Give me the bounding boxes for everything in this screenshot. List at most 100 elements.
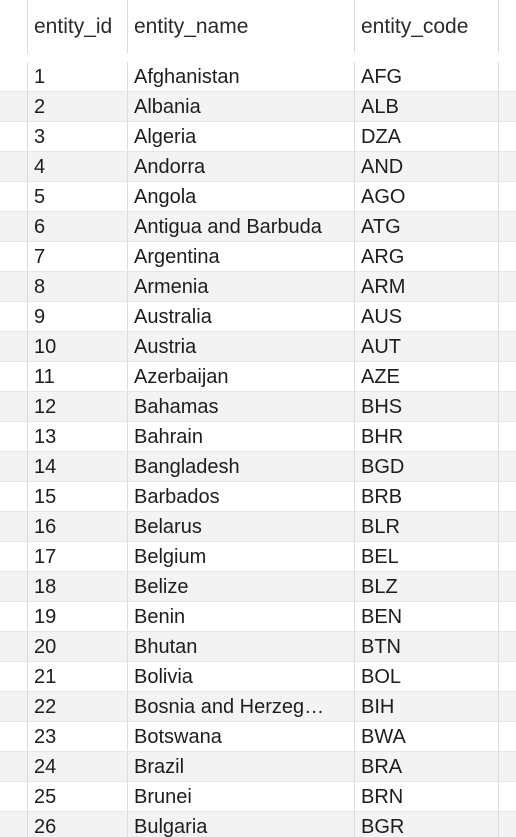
cell-entity-id[interactable]: 2 [28, 92, 128, 122]
cell-entity-code[interactable]: ARM [355, 272, 499, 302]
cell-entity-code[interactable]: BEL [355, 542, 499, 572]
cell-entity-id[interactable]: 11 [28, 362, 128, 392]
cell-entity-code[interactable]: BIH [355, 692, 499, 722]
table-row[interactable]: 8 Armenia ARM [0, 272, 516, 302]
row-gutter[interactable] [0, 692, 28, 722]
table-row[interactable]: 23 Botswana BWA [0, 722, 516, 752]
cell-entity-id[interactable]: 12 [28, 392, 128, 422]
cell-entity-name[interactable]: Bahamas [128, 392, 355, 422]
cell-entity-id[interactable]: 20 [28, 632, 128, 662]
cell-entity-name[interactable]: Bahrain [128, 422, 355, 452]
table-row[interactable]: 17 Belgium BEL [0, 542, 516, 572]
row-gutter[interactable] [0, 452, 28, 482]
table-row[interactable]: 26 Bulgaria BGR [0, 812, 516, 837]
row-gutter[interactable] [0, 212, 28, 242]
row-gutter[interactable] [0, 572, 28, 602]
cell-entity-id[interactable]: 6 [28, 212, 128, 242]
table-row[interactable]: 10 Austria AUT [0, 332, 516, 362]
cell-entity-id[interactable]: 7 [28, 242, 128, 272]
cell-entity-id[interactable]: 25 [28, 782, 128, 812]
row-gutter[interactable] [0, 782, 28, 812]
table-row[interactable]: 11 Azerbaijan AZE [0, 362, 516, 392]
cell-entity-id[interactable]: 17 [28, 542, 128, 572]
cell-entity-code[interactable]: BOL [355, 662, 499, 692]
cell-entity-name[interactable]: Algeria [128, 122, 355, 152]
table-row[interactable]: 21 Bolivia BOL [0, 662, 516, 692]
cell-entity-code[interactable]: AUT [355, 332, 499, 362]
cell-entity-code[interactable]: AZE [355, 362, 499, 392]
table-row[interactable]: 14 Bangladesh BGD [0, 452, 516, 482]
column-header-entity-id[interactable]: entity_id [28, 0, 128, 53]
row-gutter[interactable] [0, 182, 28, 212]
cell-entity-id[interactable]: 14 [28, 452, 128, 482]
cell-entity-id[interactable]: 16 [28, 512, 128, 542]
table-row[interactable]: 1 Afghanistan AFG [0, 62, 516, 92]
table-row[interactable]: 6 Antigua and Barbuda ATG [0, 212, 516, 242]
cell-entity-code[interactable]: AUS [355, 302, 499, 332]
cell-entity-name[interactable]: Belgium [128, 542, 355, 572]
cell-entity-name[interactable]: Bangladesh [128, 452, 355, 482]
table-row[interactable]: 9 Australia AUS [0, 302, 516, 332]
cell-entity-code[interactable]: DZA [355, 122, 499, 152]
table-row[interactable]: 7 Argentina ARG [0, 242, 516, 272]
cell-entity-name[interactable]: Armenia [128, 272, 355, 302]
cell-entity-id[interactable]: 3 [28, 122, 128, 152]
cell-entity-code[interactable]: BLR [355, 512, 499, 542]
row-gutter[interactable] [0, 362, 28, 392]
table-row[interactable]: 19 Benin BEN [0, 602, 516, 632]
cell-entity-name[interactable]: Antigua and Barbuda [128, 212, 355, 242]
cell-entity-name[interactable]: Albania [128, 92, 355, 122]
row-gutter[interactable] [0, 752, 28, 782]
cell-entity-id[interactable]: 26 [28, 812, 128, 837]
table-row[interactable]: 13 Bahrain BHR [0, 422, 516, 452]
cell-entity-code[interactable]: BRB [355, 482, 499, 512]
cell-entity-id[interactable]: 8 [28, 272, 128, 302]
row-gutter[interactable] [0, 92, 28, 122]
cell-entity-code[interactable]: BLZ [355, 572, 499, 602]
cell-entity-code[interactable]: BHR [355, 422, 499, 452]
row-gutter[interactable] [0, 422, 28, 452]
cell-entity-code[interactable]: BRA [355, 752, 499, 782]
cell-entity-id[interactable]: 9 [28, 302, 128, 332]
cell-entity-name[interactable]: Afghanistan [128, 62, 355, 92]
row-gutter[interactable] [0, 662, 28, 692]
cell-entity-name[interactable]: Brunei [128, 782, 355, 812]
row-gutter[interactable] [0, 242, 28, 272]
table-row[interactable]: 15 Barbados BRB [0, 482, 516, 512]
cell-entity-code[interactable]: AGO [355, 182, 499, 212]
cell-entity-id[interactable]: 5 [28, 182, 128, 212]
row-gutter[interactable] [0, 122, 28, 152]
cell-entity-code[interactable]: BHS [355, 392, 499, 422]
table-row[interactable]: 3 Algeria DZA [0, 122, 516, 152]
cell-entity-id[interactable]: 23 [28, 722, 128, 752]
cell-entity-code[interactable]: ALB [355, 92, 499, 122]
row-gutter[interactable] [0, 542, 28, 572]
cell-entity-code[interactable]: AND [355, 152, 499, 182]
cell-entity-id[interactable]: 13 [28, 422, 128, 452]
cell-entity-id[interactable]: 15 [28, 482, 128, 512]
column-header-entity-code[interactable]: entity_code [355, 0, 499, 53]
row-gutter[interactable] [0, 602, 28, 632]
cell-entity-code[interactable]: BEN [355, 602, 499, 632]
row-gutter[interactable] [0, 632, 28, 662]
cell-entity-id[interactable]: 1 [28, 62, 128, 92]
cell-entity-code[interactable]: ATG [355, 212, 499, 242]
cell-entity-name[interactable]: Argentina [128, 242, 355, 272]
cell-entity-code[interactable]: BGD [355, 452, 499, 482]
cell-entity-id[interactable]: 22 [28, 692, 128, 722]
cell-entity-id[interactable]: 21 [28, 662, 128, 692]
table-row[interactable]: 22 Bosnia and Herzeg… BIH [0, 692, 516, 722]
table-row[interactable]: 25 Brunei BRN [0, 782, 516, 812]
cell-entity-code[interactable]: ARG [355, 242, 499, 272]
table-row[interactable]: 4 Andorra AND [0, 152, 516, 182]
cell-entity-id[interactable]: 19 [28, 602, 128, 632]
cell-entity-name[interactable]: Angola [128, 182, 355, 212]
row-gutter[interactable] [0, 812, 28, 837]
cell-entity-code[interactable]: BWA [355, 722, 499, 752]
cell-entity-name[interactable]: Barbados [128, 482, 355, 512]
table-row[interactable]: 12 Bahamas BHS [0, 392, 516, 422]
cell-entity-id[interactable]: 10 [28, 332, 128, 362]
cell-entity-code[interactable]: BGR [355, 812, 499, 837]
table-row[interactable]: 2 Albania ALB [0, 92, 516, 122]
cell-entity-name[interactable]: Austria [128, 332, 355, 362]
